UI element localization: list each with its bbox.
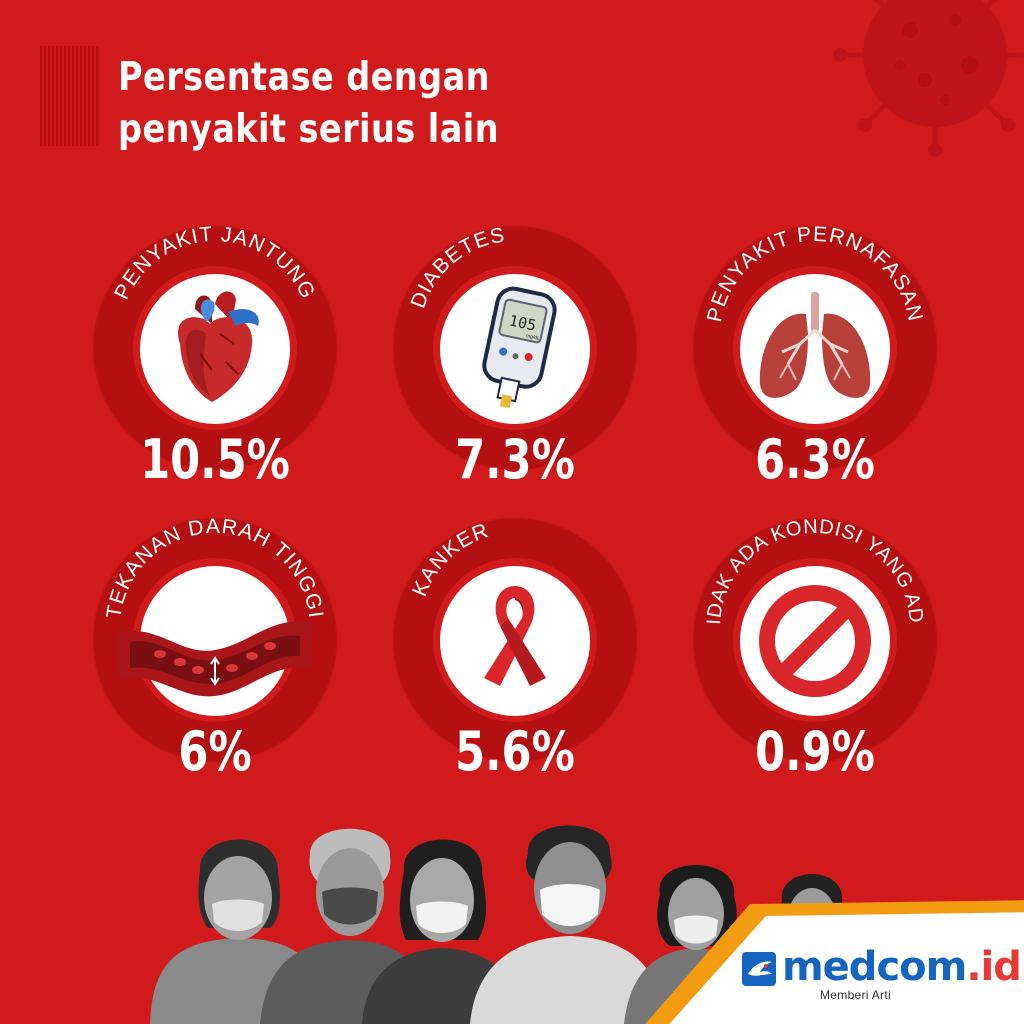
stat-card-respiratory-disease: PENYAKIT PERNAFASAN 6.3% bbox=[692, 218, 945, 491]
eagle-logo-icon bbox=[742, 952, 776, 986]
title-line-1: Persentase dengan bbox=[118, 55, 490, 100]
lungs-icon bbox=[759, 292, 871, 398]
stat-ring: PENYAKIT JANTUNG bbox=[92, 223, 338, 471]
heart-icon-circle bbox=[140, 274, 290, 424]
blood-vessel-icon-circle bbox=[118, 566, 312, 716]
glucose-meter-icon: 105 mg/dL bbox=[482, 286, 557, 409]
stat-value: 5.6% bbox=[455, 720, 575, 783]
stat-value: 6% bbox=[178, 720, 252, 783]
stat-value: 0.9% bbox=[755, 720, 875, 783]
logo-brand: medcom bbox=[782, 944, 967, 990]
medcom-logo[interactable]: medcom.id Memberi Arti bbox=[742, 944, 1022, 1002]
prohibited-icon bbox=[759, 585, 871, 697]
meter-unit: mg/dL bbox=[525, 333, 540, 342]
blood-vessel-icon bbox=[118, 566, 312, 716]
stat-value: 10.5% bbox=[140, 428, 290, 491]
person-1 bbox=[150, 839, 326, 1024]
stat-card-no-condition: TIDAK ADA KONDISI YANG ADA 0.9% bbox=[688, 493, 945, 783]
virus-icon bbox=[833, 0, 1024, 157]
title-line-2: penyakit serius lain bbox=[118, 107, 500, 152]
awareness-ribbon-icon bbox=[484, 586, 546, 686]
heart-icon bbox=[177, 291, 259, 402]
person-4 bbox=[470, 825, 666, 1024]
stat-ring: PENYAKIT PERNAFASAN bbox=[692, 223, 938, 471]
stat-card-cancer: KANKER 5.6% bbox=[392, 510, 645, 783]
logo-suffix: .id bbox=[966, 944, 1022, 990]
ribbon-icon-circle bbox=[440, 566, 590, 716]
lungs-icon-circle bbox=[740, 274, 890, 424]
page-title: Persentase dengan penyakit serius lain bbox=[118, 52, 499, 156]
stat-card-heart-disease: PENYAKIT JANTUNG 10.5% bbox=[92, 218, 345, 491]
title-accent-bar bbox=[40, 46, 100, 146]
stat-value: 6.3% bbox=[755, 428, 875, 491]
stat-card-diabetes: DIABETES 105 mg/dL 7.3% bbox=[392, 218, 645, 491]
logo-background-band bbox=[645, 900, 1024, 1024]
meter-reading: 105 bbox=[507, 311, 537, 334]
glucose-meter-icon-circle: 105 mg/dL bbox=[440, 274, 590, 424]
stat-value: 7.3% bbox=[455, 428, 575, 491]
prohibited-icon-circle bbox=[740, 566, 890, 716]
logo-tagline: Memberi Arti bbox=[820, 988, 891, 1002]
stat-card-hypertension: TEKANAN DARAH TINGGI 6% bbox=[92, 510, 345, 783]
logo-wordmark: medcom.id bbox=[782, 944, 1022, 990]
